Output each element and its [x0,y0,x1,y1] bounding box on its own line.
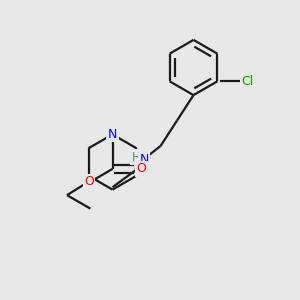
Text: Cl: Cl [241,75,254,88]
Text: H: H [131,151,140,164]
Text: N: N [139,153,149,166]
Text: O: O [84,175,94,188]
Text: O: O [137,162,146,176]
Text: N: N [108,128,117,141]
